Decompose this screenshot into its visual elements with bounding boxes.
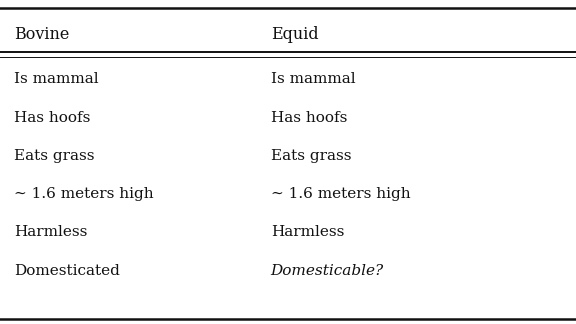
Text: ∼ 1.6 meters high: ∼ 1.6 meters high xyxy=(271,187,410,201)
Text: Has hoofs: Has hoofs xyxy=(271,110,347,125)
Text: Has hoofs: Has hoofs xyxy=(14,110,91,125)
Text: Bovine: Bovine xyxy=(14,26,70,42)
Text: Is mammal: Is mammal xyxy=(271,72,355,87)
Text: ∼ 1.6 meters high: ∼ 1.6 meters high xyxy=(14,187,154,201)
Text: Domesticable?: Domesticable? xyxy=(271,263,384,278)
Text: Harmless: Harmless xyxy=(14,225,88,239)
Text: Is mammal: Is mammal xyxy=(14,72,99,87)
Text: Harmless: Harmless xyxy=(271,225,344,239)
Text: Eats grass: Eats grass xyxy=(271,149,351,163)
Text: Domesticated: Domesticated xyxy=(14,263,120,278)
Text: Equid: Equid xyxy=(271,26,319,42)
Text: Eats grass: Eats grass xyxy=(14,149,95,163)
